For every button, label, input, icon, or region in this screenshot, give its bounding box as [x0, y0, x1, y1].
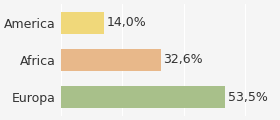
Bar — [61, 49, 161, 71]
Bar — [61, 12, 104, 34]
Bar — [61, 86, 225, 108]
Text: 14,0%: 14,0% — [106, 16, 146, 29]
Text: 53,5%: 53,5% — [228, 91, 267, 104]
Text: 32,6%: 32,6% — [164, 54, 203, 66]
